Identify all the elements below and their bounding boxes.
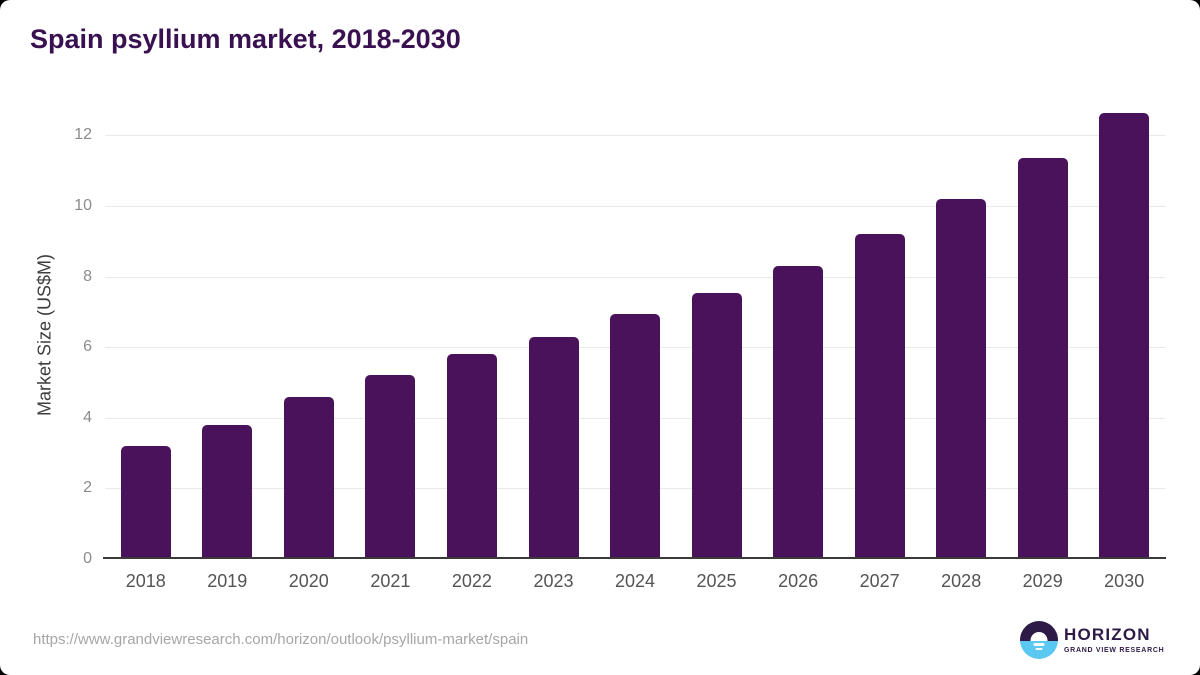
x-tick-label-2020: 2020 [288,571,329,591]
gridline-y-12 [105,135,1165,137]
x-tick-label-2028: 2028 [941,571,982,591]
x-tick-label-2027: 2027 [859,571,900,591]
logo-subtitle: GRAND VIEW RESEARCH [1064,646,1165,654]
bar-2030 [1099,112,1150,559]
x-tick-label-2024: 2024 [614,571,656,591]
bar-2027 [854,234,905,559]
water-reflection-line [1033,643,1045,646]
x-axis-line [103,557,1166,559]
bar-2024 [610,313,660,559]
bar-2023 [528,336,579,559]
chart-title: Spain psyllium market, 2018-2030 [30,24,461,54]
horizon-logo-icon [1020,621,1058,659]
bar-2020 [283,396,334,559]
gridline-y-10 [105,206,1165,207]
logo-brand-name: HORIZON [1064,625,1151,644]
gridline-y-8 [105,276,1165,278]
y-tick-label-2: 2 [83,479,92,497]
y-tick-label-6: 6 [83,338,92,356]
source-url: https://www.grandviewresearch.com/horizo… [33,631,529,648]
bar-2018 [120,446,171,559]
bar-2019 [202,424,253,559]
x-tick-label-2018: 2018 [125,571,166,591]
bar-2026 [773,266,824,559]
x-tick-label-2021: 2021 [370,571,411,591]
horizon-logo-text: HORIZON GRAND VIEW RESEARCH [1064,625,1164,654]
bar-2029 [1017,158,1068,559]
bar-2021 [365,375,416,559]
bar-2028 [936,198,987,559]
y-tick-label-0: 0 [83,550,92,567]
y-tick-label-10: 10 [74,197,92,214]
y-tick-label-4: 4 [83,408,92,426]
y-tick-label-8: 8 [83,267,92,285]
x-tick-label-2029: 2029 [1022,571,1063,591]
x-tick-label-2026: 2026 [778,571,819,591]
bar-2025 [691,292,742,559]
x-tick-label-2025: 2025 [696,571,737,591]
y-tick-label-12: 12 [74,126,92,144]
x-tick-label-2023: 2023 [533,571,574,591]
x-tick-label-2022: 2022 [451,571,492,591]
x-tick-label-2030: 2030 [1104,571,1145,591]
water-reflection-line [1035,647,1043,650]
x-tick-label-2019: 2019 [207,571,248,591]
bar-2022 [446,354,497,559]
sun-icon [1030,632,1048,641]
